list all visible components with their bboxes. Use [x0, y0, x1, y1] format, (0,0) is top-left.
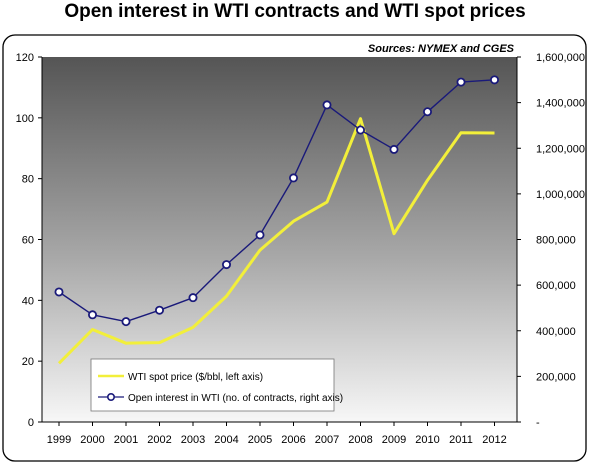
x-tick-label: 2005	[248, 434, 272, 446]
left-tick-label: 40	[22, 295, 34, 307]
right-tick-label: 400,000	[536, 326, 576, 338]
right-tick-label: 200,000	[536, 371, 576, 383]
legend-label-wti-spot: WTI spot price ($/bbl, left axis)	[128, 372, 263, 383]
legend-marker-open-interest	[107, 392, 116, 401]
series-line-1	[58, 79, 495, 323]
x-tick-label: 2004	[214, 434, 238, 446]
right-tick-label: 1,600,000	[536, 52, 585, 64]
left-tick-label: 20	[22, 356, 34, 368]
series-point-1	[54, 287, 64, 297]
source-note: Sources: NYMEX and CGES	[368, 43, 515, 55]
x-tick-label: 2008	[348, 434, 372, 446]
series-point-1	[389, 144, 399, 154]
x-tick-label: 2001	[114, 434, 138, 446]
series-point-1	[422, 107, 432, 117]
x-tick-label: 2012	[482, 434, 506, 446]
series-point-1	[322, 100, 332, 110]
series-point-1	[355, 125, 365, 135]
series-point-1	[188, 293, 198, 303]
chart-title: Open interest in WTI contracts and WTI s…	[64, 1, 526, 22]
x-tick-label: 1999	[47, 434, 71, 446]
series-point-1	[255, 230, 265, 240]
series-point-1	[221, 260, 231, 270]
right-tick-label: 1,000,000	[536, 189, 585, 201]
x-tick-label: 2003	[181, 434, 205, 446]
series-point-1	[154, 305, 164, 315]
x-tick-label: 2011	[449, 434, 473, 446]
right-tick-label: 800,000	[536, 235, 576, 247]
right-tick-label: 600,000	[536, 280, 576, 292]
x-tick-label: 2000	[80, 434, 104, 446]
left-tick-label: 80	[22, 174, 34, 186]
x-tick-label: 2006	[281, 434, 305, 446]
x-tick-label: 2010	[415, 434, 439, 446]
x-tick-label: 2009	[382, 434, 406, 446]
series-point-1	[489, 75, 499, 85]
left-tick-label: 60	[22, 235, 34, 247]
series-point-1	[88, 310, 98, 320]
series-point-1	[456, 77, 466, 87]
left-tick-label: 120	[16, 52, 34, 64]
right-tick-label: 1,400,000	[536, 98, 585, 110]
series-line-0	[57, 117, 495, 365]
series-point-1	[121, 317, 131, 327]
left-tick-label: 0	[28, 417, 34, 429]
x-tick-label: 2007	[315, 434, 339, 446]
legend-box	[90, 358, 335, 412]
legend: WTI spot price ($/bbl, left axis) Open i…	[90, 358, 343, 412]
right-tick-label: -	[536, 417, 540, 429]
x-tick-label: 2002	[147, 434, 171, 446]
legend-label-open-interest: Open interest in WTI (no. of contracts, …	[128, 393, 343, 404]
series-point-1	[288, 173, 298, 183]
left-tick-label: 100	[16, 113, 34, 125]
right-tick-label: 1,200,000	[536, 143, 585, 155]
